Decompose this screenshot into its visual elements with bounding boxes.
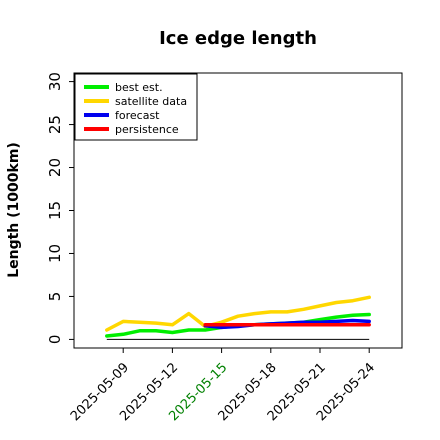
legend-label: satellite data [115,95,187,108]
y-tick-label: 20 [46,158,64,177]
chart-title: Ice edge length [159,28,317,49]
y-tick-label: 30 [46,72,64,91]
y-tick-label: 10 [46,244,64,263]
y-tick-label: 5 [46,292,64,302]
legend: best est.satellite dataforecastpersisten… [75,74,197,140]
y-tick-label: 25 [46,115,64,134]
y-tick-label: 0 [46,335,64,345]
legend-label: forecast [115,109,160,122]
y-axis-label: Length (1000km) [6,142,22,278]
legend-label: persistence [115,123,179,136]
legend-label: best est. [115,81,163,94]
y-tick-label: 15 [46,201,64,220]
